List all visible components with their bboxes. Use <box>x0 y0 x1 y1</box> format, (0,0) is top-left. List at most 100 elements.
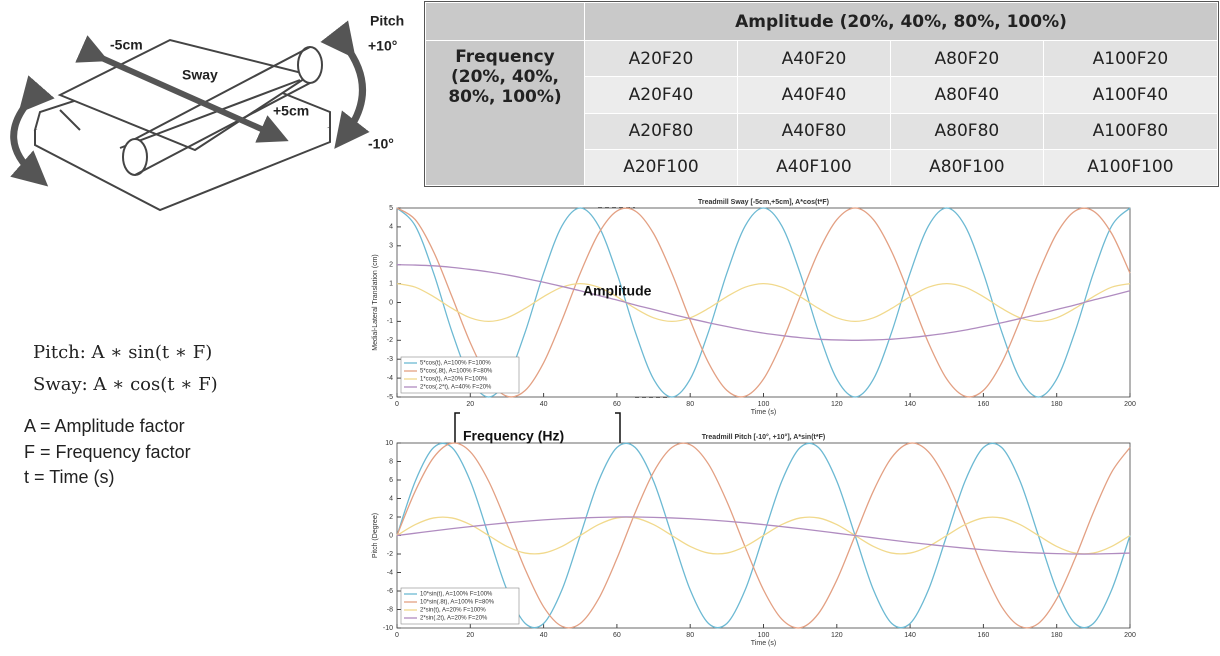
legend-label: 10*sin(t), A=100% F=100% <box>420 592 493 598</box>
x-tick-label: 120 <box>831 632 843 639</box>
y-tick-label: 4 <box>389 495 393 502</box>
formula: F = Frequency factor <box>24 442 191 462</box>
y-tick-label: 0 <box>389 532 393 539</box>
x-tick-label: 0 <box>395 632 399 639</box>
x-tick-label: 60 <box>613 632 621 639</box>
label: Pitch <box>370 13 404 29</box>
y-tick-label: 3 <box>389 243 393 250</box>
chart-title: Treadmill Sway [-5cm,+5cm], A*cos(t*F) <box>698 199 829 206</box>
label: +10° <box>368 38 397 54</box>
legend-label: 2*cos(.2*t), A=40% F=20% <box>420 385 492 391</box>
cell: A80F80 <box>889 112 1044 150</box>
y-tick-label: 0 <box>389 299 393 306</box>
y-tick-label: -10 <box>383 625 393 632</box>
formula: Pitch: A ∗ sin(t ∗ F) <box>33 342 213 363</box>
x-tick-label: 160 <box>978 401 990 408</box>
x-tick-label: 100 <box>758 632 770 639</box>
formula: A = Amplitude factor <box>24 416 185 436</box>
legend <box>400 356 520 394</box>
y-tick-label: -4 <box>387 375 393 382</box>
y-tick-label: 10 <box>385 440 393 447</box>
series-line <box>396 264 1131 341</box>
x-tick-label: 20 <box>466 632 474 639</box>
cell: A100F20 <box>1042 39 1219 78</box>
x-tick-label: 20 <box>466 401 474 408</box>
x-tick-label: 40 <box>540 632 548 639</box>
treadmill <box>33 38 331 212</box>
label: Sway <box>182 67 218 83</box>
x-tick-label: 0 <box>395 401 399 408</box>
series-line <box>396 207 1131 398</box>
formula: Sway: A ∗ cos(t ∗ F) <box>33 374 218 395</box>
x-tick-label: 80 <box>686 401 694 408</box>
series-line <box>396 516 1131 555</box>
row-header: Frequency (20%, 40%, 80%, 100%) <box>425 40 585 186</box>
y-tick-label: -1 <box>387 318 393 325</box>
cell: A40F40 <box>736 76 891 114</box>
y-tick-label: -2 <box>387 337 393 344</box>
x-tick-label: 140 <box>904 632 916 639</box>
x-axis-label: Time (s) <box>751 640 776 647</box>
label: +5cm <box>273 103 309 119</box>
y-tick-label: 2 <box>389 514 393 521</box>
y-tick-label: 8 <box>389 458 393 465</box>
chart-title: Treadmill Pitch [-10°, +10°], A*sin(t*F) <box>702 433 825 441</box>
legend-label: 5*cos(.8t), A=100% F=80% <box>420 369 493 375</box>
y-tick-label: -3 <box>387 356 393 363</box>
x-tick-label: 200 <box>1124 632 1136 639</box>
cell: A20F100 <box>584 148 738 187</box>
x-tick-label: 40 <box>540 401 548 408</box>
cell: A20F80 <box>584 112 738 150</box>
y-tick-label: -4 <box>387 569 393 576</box>
cell: A80F20 <box>889 39 1044 78</box>
x-tick-label: 60 <box>613 401 621 408</box>
y-axis-label: Pitch (Degree) <box>372 513 379 558</box>
series-line <box>396 207 1131 398</box>
label: -10° <box>368 136 394 152</box>
legend-label: 1*cos(t), A=20% F=100% <box>420 377 488 383</box>
cell: A40F80 <box>736 112 891 150</box>
y-tick-label: 1 <box>389 280 393 287</box>
corner <box>425 2 585 41</box>
cell: A20F40 <box>584 76 738 114</box>
cell: A20F20 <box>584 39 738 78</box>
y-tick-label: -2 <box>387 551 393 558</box>
series-line <box>396 516 1131 555</box>
x-axis-label: Time (s) <box>751 409 776 416</box>
annotation: Frequency (Hz) <box>463 428 564 444</box>
x-tick-label: 120 <box>831 401 843 408</box>
legend-label: 2*sin(.2t), A=20% F=20% <box>420 616 488 622</box>
y-tick-label: -8 <box>387 606 393 613</box>
y-axis-label: Medial-Lateral Translation (cm) <box>372 254 379 350</box>
condition-table: Amplitude (20%, 40%, 80%, 100%) Frequenc… <box>424 1 1219 187</box>
y-tick-label: 6 <box>389 477 393 484</box>
y-tick-label: 4 <box>389 224 393 231</box>
label: -5cm <box>110 37 143 53</box>
y-tick-label: -5 <box>387 394 393 401</box>
cell: A100F40 <box>1042 76 1219 114</box>
x-tick-label: 80 <box>686 632 694 639</box>
annotation: Amplitude <box>583 283 652 299</box>
legend-label: 5*cos(t), A=100% F=100% <box>420 361 491 367</box>
cell: A80F100 <box>889 148 1044 187</box>
x-tick-label: 180 <box>1051 401 1063 408</box>
legend <box>400 587 520 625</box>
x-tick-label: 200 <box>1124 401 1136 408</box>
cell: A40F100 <box>736 148 891 187</box>
cell: A40F20 <box>736 39 891 78</box>
y-tick-label: 2 <box>389 262 393 269</box>
x-tick-label: 100 <box>758 401 770 408</box>
x-tick-label: 180 <box>1051 632 1063 639</box>
y-tick-label: 5 <box>389 205 393 212</box>
cell: A100F80 <box>1042 112 1219 150</box>
series-line <box>396 282 1131 323</box>
y-tick-label: -6 <box>387 588 393 595</box>
x-tick-label: 140 <box>904 401 916 408</box>
formula: t = Time (s) <box>24 467 115 487</box>
cell: A80F40 <box>889 76 1044 114</box>
legend-label: 10*sin(.8t), A=100% F=80% <box>420 600 495 606</box>
arrows <box>10 20 370 187</box>
table-header: Amplitude (20%, 40%, 80%, 100%) <box>584 2 1218 41</box>
